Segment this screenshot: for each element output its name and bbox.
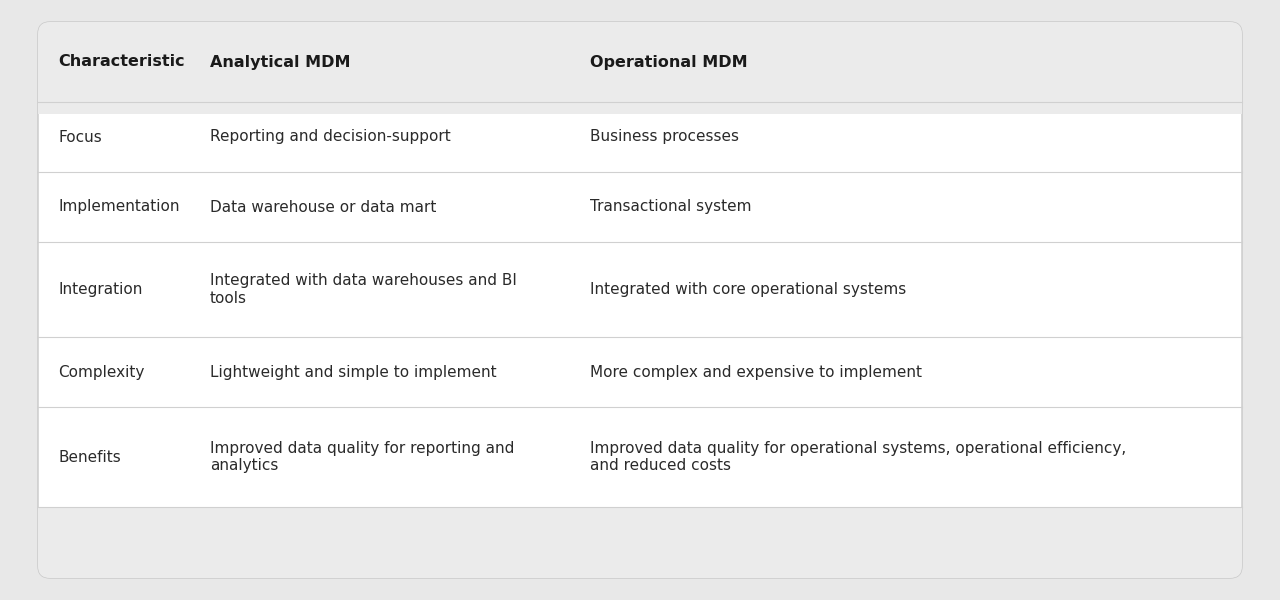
Text: Improved data quality for reporting and
analytics: Improved data quality for reporting and …: [210, 441, 515, 473]
Text: Analytical MDM: Analytical MDM: [210, 55, 351, 70]
Text: Business processes: Business processes: [590, 130, 739, 145]
FancyBboxPatch shape: [38, 508, 1242, 578]
Text: Lightweight and simple to implement: Lightweight and simple to implement: [210, 364, 497, 379]
Text: Implementation: Implementation: [58, 199, 179, 214]
Text: Complexity: Complexity: [58, 364, 145, 379]
Bar: [38, 34, 1242, 114]
Text: Reporting and decision-support: Reporting and decision-support: [210, 130, 451, 145]
Text: Operational MDM: Operational MDM: [590, 55, 748, 70]
Text: Characteristic: Characteristic: [58, 55, 184, 70]
Text: Data warehouse or data mart: Data warehouse or data mart: [210, 199, 436, 214]
FancyBboxPatch shape: [38, 22, 1242, 578]
Text: Benefits: Benefits: [58, 449, 120, 464]
Text: Focus: Focus: [58, 130, 101, 145]
Bar: [38, 508, 1242, 520]
FancyBboxPatch shape: [38, 22, 1242, 114]
Text: Integrated with core operational systems: Integrated with core operational systems: [590, 282, 906, 297]
Text: Integrated with data warehouses and BI
tools: Integrated with data warehouses and BI t…: [210, 274, 517, 305]
Text: Transactional system: Transactional system: [590, 199, 751, 214]
Text: Integration: Integration: [58, 282, 142, 297]
Text: Improved data quality for operational systems, operational efficiency,
and reduc: Improved data quality for operational sy…: [590, 441, 1126, 473]
Text: More complex and expensive to implement: More complex and expensive to implement: [590, 364, 922, 379]
